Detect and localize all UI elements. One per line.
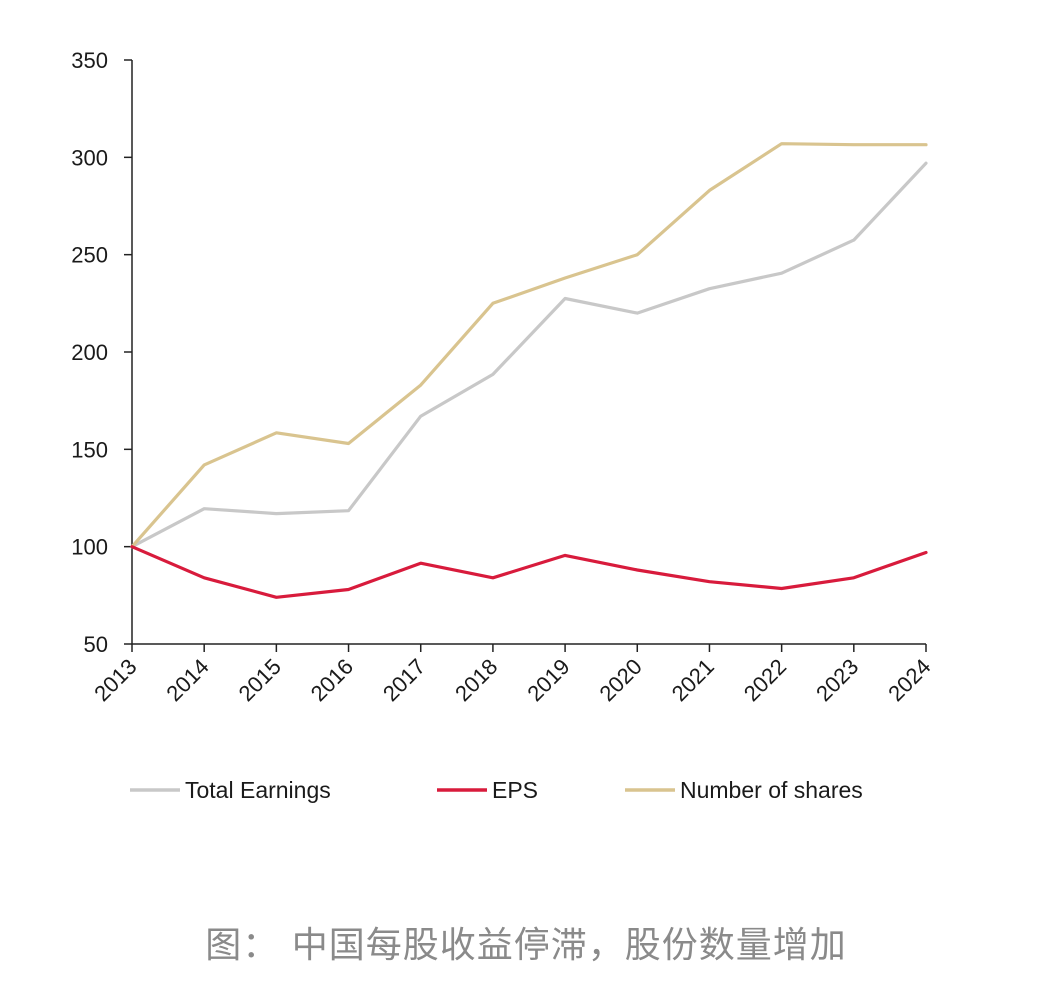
y-tick-label: 150 xyxy=(71,437,108,462)
figure-caption: 图： 中国每股收益停滞，股份数量增加 xyxy=(205,925,847,966)
x-tick-label: 2023 xyxy=(811,654,863,706)
x-tick-label: 2017 xyxy=(378,654,430,706)
series-line-total-earnings xyxy=(130,161,928,549)
x-tick-label: 2013 xyxy=(89,654,141,706)
y-tick-label: 250 xyxy=(71,243,108,268)
y-tick-label: 100 xyxy=(71,535,108,560)
axes: 50 100 150 200 250 300 350 2013 2014 2015 2016 2017… xyxy=(71,48,935,706)
x-tick-label: 2019 xyxy=(522,654,574,706)
legend-label-eps: EPS xyxy=(492,777,538,803)
y-tick-label: 350 xyxy=(71,48,108,73)
x-tick-label: 2015 xyxy=(234,654,286,706)
series-line-number-of-shares xyxy=(130,142,928,549)
series-line-eps xyxy=(130,545,928,599)
legend-label-total-earnings: Total Earnings xyxy=(185,777,331,803)
x-tick-label: 2022 xyxy=(739,654,791,706)
x-tick-label: 2021 xyxy=(667,654,719,706)
x-tick-label: 2024 xyxy=(883,654,935,706)
y-tick-label: 300 xyxy=(71,145,108,170)
x-tick-label: 2020 xyxy=(595,654,647,706)
legend: Total Earnings EPS Number of shares xyxy=(130,777,863,803)
x-tick-label: 2018 xyxy=(450,654,502,706)
legend-label-number-of-shares: Number of shares xyxy=(680,777,863,803)
x-tick-label: 2016 xyxy=(306,654,358,706)
x-tick-label: 2014 xyxy=(161,654,213,706)
y-tick-label: 50 xyxy=(84,632,108,657)
series-lines xyxy=(130,142,928,599)
y-tick-label: 200 xyxy=(71,340,108,365)
